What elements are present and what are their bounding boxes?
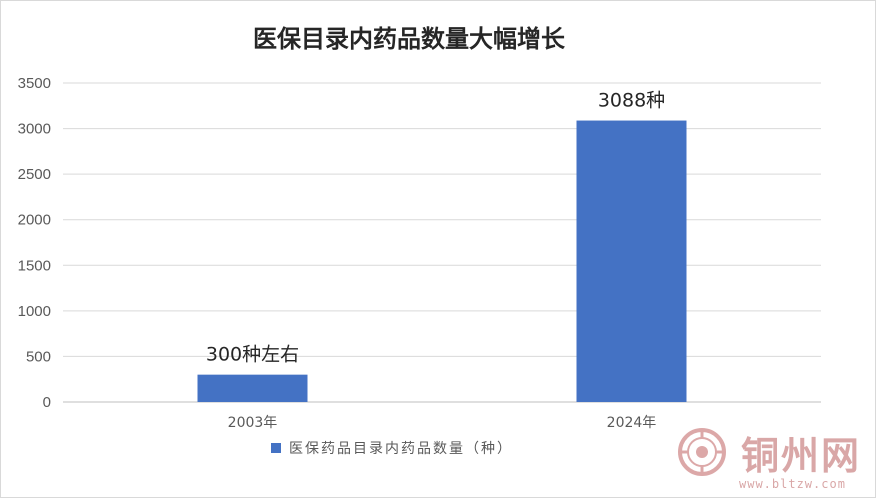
bar xyxy=(197,374,308,402)
watermark-url: www.bltzw.com xyxy=(739,477,846,491)
bars xyxy=(197,120,687,403)
y-tick-label: 2000 xyxy=(18,212,51,229)
x-tick-label: 2003年 xyxy=(228,415,278,431)
watermark: 铜州网 www.bltzw.com xyxy=(677,425,867,493)
gridlines xyxy=(63,82,821,403)
y-tick-label: 500 xyxy=(26,348,51,365)
data-label: 300种左右 xyxy=(206,344,299,366)
y-axis-ticks: 0 500 1000 1500 2000 2500 3000 3500 xyxy=(18,75,51,411)
data-labels: 300种左右 3088种 xyxy=(206,90,665,366)
watermark-seal-icon xyxy=(678,428,726,476)
legend-swatch xyxy=(271,443,281,453)
x-tick-label: 2024年 xyxy=(607,415,657,431)
y-tick-label: 2500 xyxy=(18,166,51,183)
y-tick-label: 0 xyxy=(43,394,51,411)
x-axis-labels: 2003年 2024年 xyxy=(228,415,657,431)
y-tick-label: 3500 xyxy=(18,75,51,92)
y-tick-label: 1500 xyxy=(18,257,51,274)
watermark-name: 铜州网 xyxy=(741,433,862,478)
legend: 医保药品目录内药品数量（种） xyxy=(271,438,513,458)
chart-title: 医保目录内药品数量大幅增长 xyxy=(253,25,565,53)
bar xyxy=(576,120,687,403)
y-tick-label: 1000 xyxy=(18,303,51,320)
y-tick-label: 3000 xyxy=(18,121,51,138)
legend-label: 医保药品目录内药品数量（种） xyxy=(289,441,513,457)
data-label: 3088种 xyxy=(598,90,665,112)
